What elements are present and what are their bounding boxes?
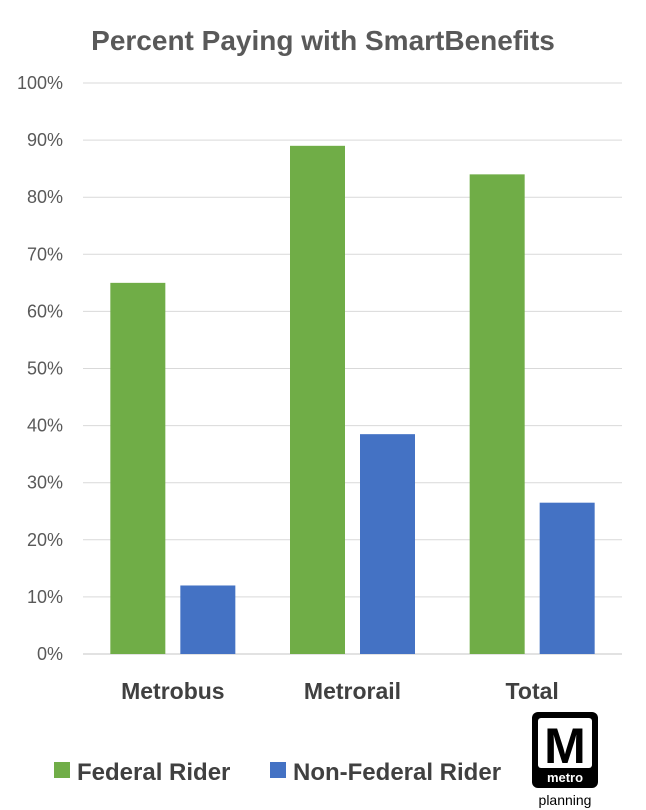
bar-non-federal-rider-metrorail [360, 434, 415, 654]
gridlines [83, 82, 622, 655]
bar-non-federal-rider-total [539, 502, 595, 654]
y-tick-label: 80% [27, 187, 63, 207]
bar-federal-rider-metrorail [290, 145, 345, 654]
x-tick-label: Total [506, 678, 559, 704]
y-tick-label: 70% [27, 244, 63, 264]
y-tick-label: 90% [27, 130, 63, 150]
y-tick-label: 20% [27, 530, 63, 550]
y-axis-ticks: 0% 10% 20% 30% 40% 50% 60% 70% 80% 90% 100% [17, 73, 63, 664]
bar-non-federal-rider-metrobus [180, 585, 236, 654]
x-tick-label: Metrorail [304, 678, 401, 704]
logo-letter-panel [538, 718, 592, 768]
chart-title: Percent Paying with SmartBenefits [91, 25, 555, 56]
legend-label-non-federal-rider: Non-Federal Rider [293, 759, 501, 786]
legend-swatch-federal-rider [54, 762, 70, 778]
logo-word: metro [547, 770, 583, 785]
bar-federal-rider-total [469, 174, 525, 655]
legend-swatch-non-federal-rider [270, 762, 286, 778]
x-tick-label: Metrobus [121, 678, 225, 704]
y-tick-label: 50% [27, 359, 63, 379]
bars [110, 145, 595, 655]
y-tick-label: 100% [17, 73, 63, 93]
logo-subtitle: planning [539, 792, 592, 808]
legend-label-federal-rider: Federal Rider [77, 759, 230, 786]
x-axis-ticks: Metrobus Metrorail Total [121, 678, 559, 704]
logo-letter: M [544, 718, 586, 774]
metro-planning-logo: M metro planning [532, 712, 598, 808]
bar-federal-rider-metrobus [110, 282, 166, 654]
y-tick-label: 40% [27, 416, 63, 436]
legend: Federal Rider Non-Federal Rider [54, 759, 501, 786]
y-tick-label: 0% [37, 644, 63, 664]
y-tick-label: 30% [27, 473, 63, 493]
y-tick-label: 60% [27, 301, 63, 321]
y-tick-label: 10% [27, 587, 63, 607]
